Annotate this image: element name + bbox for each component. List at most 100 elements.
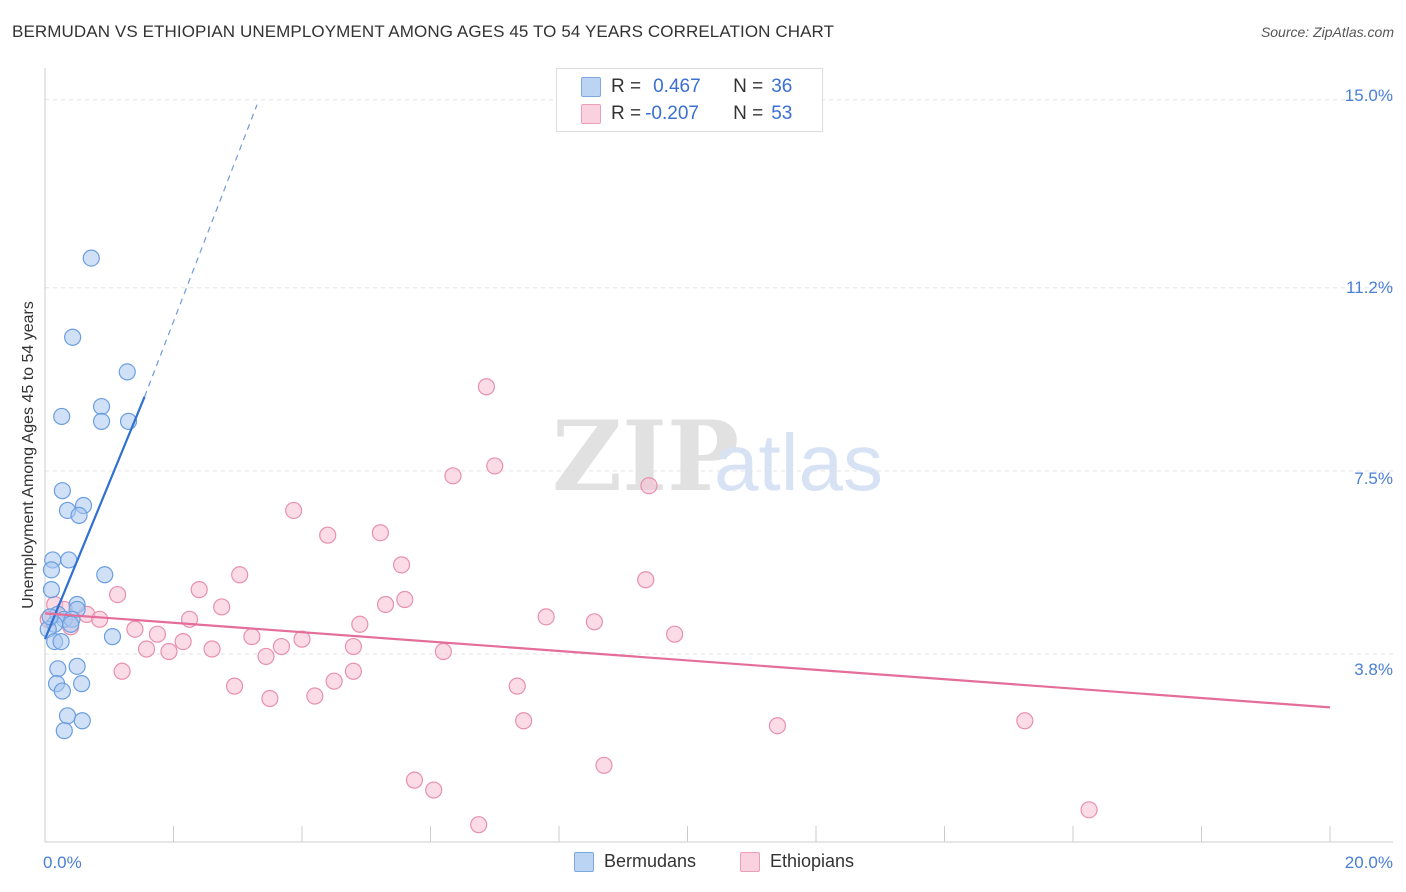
bermudan-trend-line <box>43 396 146 640</box>
data-point <box>243 628 261 646</box>
data-point <box>392 556 411 574</box>
data-point <box>261 689 279 708</box>
data-point <box>113 662 131 680</box>
x-tick-label-max: 20.0% <box>1344 853 1393 872</box>
data-point <box>344 637 362 656</box>
r-label: R = <box>611 103 642 124</box>
data-point <box>371 524 389 542</box>
y-tick-label: 7.5% <box>1354 469 1393 488</box>
data-point <box>190 581 208 599</box>
data-point <box>82 249 100 267</box>
data-point <box>55 722 73 740</box>
data-point <box>91 610 109 628</box>
data-point <box>396 590 414 609</box>
data-point <box>272 637 291 656</box>
data-point <box>92 397 111 416</box>
n-value: 53 <box>771 103 793 124</box>
data-point <box>213 598 231 616</box>
data-point <box>53 482 71 500</box>
legend-row-bermudans: R = 0.467 N = 36 <box>581 75 792 99</box>
data-point <box>148 625 167 643</box>
data-point <box>225 677 244 695</box>
data-point <box>477 378 495 396</box>
data-point <box>486 457 504 475</box>
data-point <box>160 642 178 661</box>
data-point <box>70 506 88 525</box>
bermudan-legend-label: Bermudans <box>604 851 697 871</box>
data-point <box>1016 712 1034 730</box>
x-tick-label-min: 0.0% <box>43 853 82 872</box>
watermark: ZIP atlas <box>552 400 883 513</box>
data-point <box>640 477 658 495</box>
watermark-atlas: atlas <box>714 418 883 507</box>
data-point <box>344 662 362 680</box>
data-point <box>376 595 395 614</box>
data-point <box>68 657 86 675</box>
data-point <box>405 771 424 789</box>
data-point <box>58 707 77 725</box>
bermudan-trend-extension <box>144 104 258 397</box>
data-point <box>49 660 67 678</box>
data-point <box>351 615 369 633</box>
data-point <box>425 781 443 799</box>
n-label: N = <box>733 103 764 124</box>
data-point <box>92 412 111 430</box>
data-point <box>64 328 82 346</box>
data-point <box>595 756 613 774</box>
axes <box>44 68 1393 843</box>
data-point <box>434 642 452 661</box>
data-point <box>103 628 122 646</box>
r-label: R = <box>611 76 642 97</box>
data-point <box>515 712 533 730</box>
bermudan-points <box>39 249 138 740</box>
data-point <box>257 647 275 666</box>
r-value: 0.467 <box>653 76 701 97</box>
data-point <box>137 640 156 658</box>
data-point <box>53 682 71 700</box>
watermark-zip: ZIP <box>552 400 739 513</box>
data-point <box>470 816 488 834</box>
bottom-legend-bermudans: Bermudans <box>574 851 696 872</box>
data-point <box>325 672 343 690</box>
data-point <box>508 677 526 695</box>
ethiopian-legend-label: Ethiopians <box>770 851 855 871</box>
data-point <box>52 632 70 651</box>
data-point <box>73 712 91 730</box>
y-tick-label: 3.8% <box>1354 660 1393 679</box>
data-point <box>118 363 136 381</box>
data-point <box>768 717 787 735</box>
r-value: -0.207 <box>645 103 699 124</box>
data-point <box>585 613 603 631</box>
bottom-legend-ethiopians: Ethiopians <box>740 851 854 872</box>
data-point <box>231 566 249 584</box>
data-point <box>53 407 71 426</box>
trend-lines <box>43 104 1331 709</box>
ethiopian-trend-line <box>44 612 1331 709</box>
bermudan-swatch <box>581 77 601 97</box>
data-point <box>126 620 144 638</box>
source-label: Source: ZipAtlas.com <box>1260 24 1394 40</box>
y-tick-label: 11.2% <box>1346 278 1393 297</box>
data-point <box>62 615 80 633</box>
data-point <box>42 561 61 579</box>
data-point <box>174 632 192 651</box>
y-tick-label: 15.0% <box>1344 86 1393 105</box>
data-point <box>42 581 61 599</box>
data-point <box>96 566 114 584</box>
y-axis-label: Unemployment Among Ages 45 to 54 years <box>20 301 37 609</box>
data-point <box>109 585 127 604</box>
correlation-legend: R = 0.467 N = 36 R = -0.207 N = 53 <box>556 68 823 132</box>
data-point <box>73 675 91 693</box>
chart-title: BERMUDAN VS ETHIOPIAN UNEMPLOYMENT AMONG… <box>12 22 835 41</box>
legend-row-ethiopians: R = -0.207 N = 53 <box>581 102 792 126</box>
bermudan-legend-swatch <box>574 851 594 872</box>
ethiopian-swatch <box>581 104 601 124</box>
n-value: 36 <box>771 76 793 97</box>
data-point <box>319 526 337 544</box>
data-point <box>203 640 221 658</box>
data-point <box>537 608 555 626</box>
data-point <box>637 571 655 589</box>
data-point <box>666 625 684 643</box>
n-label: N = <box>733 76 764 97</box>
